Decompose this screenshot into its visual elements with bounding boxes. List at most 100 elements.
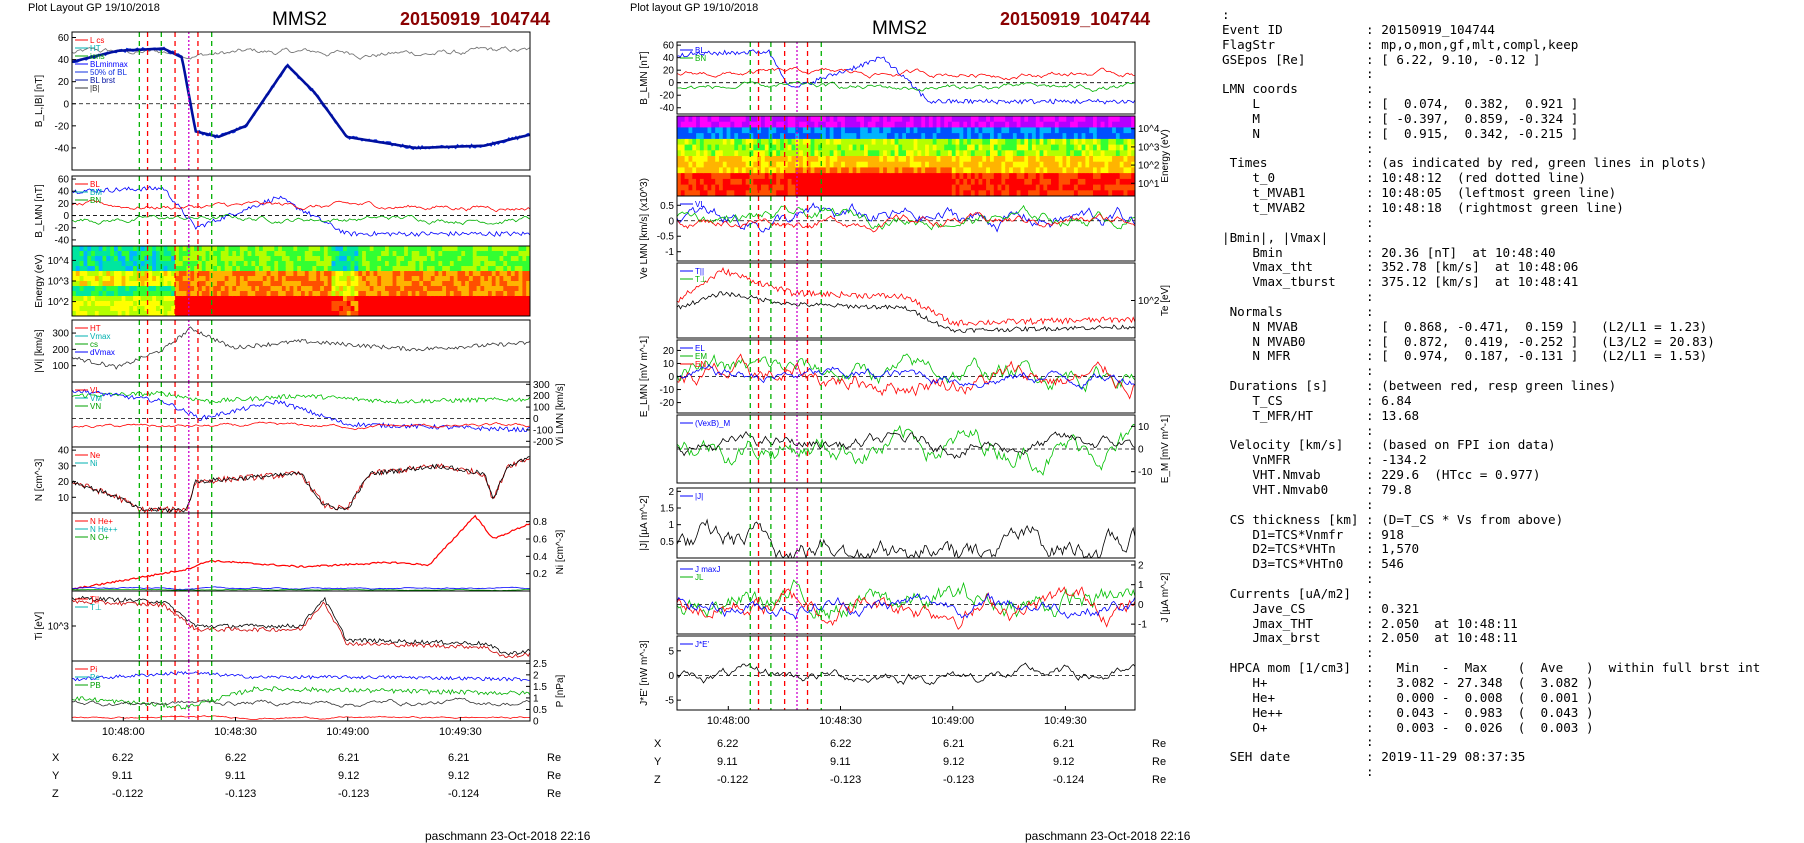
legend-entry: BLminmax	[90, 60, 128, 69]
panel-frame	[71, 319, 531, 383]
tick-label: 300	[52, 329, 69, 340]
panel-frame	[676, 560, 1136, 635]
panel-frame	[71, 512, 531, 592]
coord-label: Y	[654, 756, 662, 768]
info-line: :	[1222, 764, 1374, 780]
legend-entry: BN	[90, 196, 101, 205]
tick-label: 40	[58, 446, 70, 457]
legend-entry: J maxJ	[695, 565, 720, 574]
legend-entry: L cs	[90, 36, 104, 45]
y-axis-label: Ve LMN [km/s] (x10^3)	[639, 178, 650, 279]
tick-label: -20	[55, 121, 70, 132]
info-line: Bmin : 20.36 [nT] at 10:48:40	[1222, 244, 1556, 260]
tick-label: -10	[1138, 467, 1153, 478]
tick-label: 10^3	[48, 277, 70, 288]
series-line	[72, 457, 530, 513]
coord-label: X	[52, 752, 60, 764]
coord-value: -0.122	[717, 774, 749, 786]
info-line: :	[1222, 7, 1230, 22]
info-line: SEH date : 2019-11-29 08:37:35	[1222, 749, 1526, 765]
series-line	[72, 456, 530, 513]
series-line	[72, 390, 530, 405]
panel-frame	[71, 175, 531, 247]
series-line	[72, 671, 530, 682]
panel-Ni: 0.8 0.6 0.4 0.2 Ni [cm^-3] N He+N He++N O+	[71, 512, 566, 592]
panel-frame	[676, 487, 1136, 559]
info-line: GSEpos [Re] : [ 6.22, 9.10, -0.12 ]	[1222, 51, 1541, 67]
coord-label: X	[654, 738, 662, 750]
series-line	[677, 291, 1135, 334]
info-line: t_MVAB1 : 10:48:05 (leftmost green line)	[1222, 185, 1617, 201]
tick-label: 0	[1138, 445, 1144, 456]
info-line: t_MVAB2 : 10:48:18 (rightmost green line…	[1222, 199, 1624, 215]
panel-EM: 10 0 -10 E_M [mV m^-1] (VexB)_M	[676, 414, 1171, 484]
y-axis-label: J*E' [nW m^-3]	[639, 640, 650, 706]
coord-value: -0.122	[112, 788, 144, 800]
series-line	[677, 592, 1135, 621]
info-line: D2=TCS*VHTn : 1,570	[1222, 541, 1420, 557]
y-axis-label: |Vi| [km/s]	[34, 329, 45, 373]
panel-VeLMN: 0.5 0 -0.5 -1 Ve LMN [km/s] (x10^3) VL	[639, 178, 1136, 279]
legend-entry: N O+	[90, 533, 109, 542]
y-axis-label: J [µA m^-2]	[1160, 572, 1171, 622]
info-line: LMN coords :	[1222, 81, 1374, 97]
tick-label: 0	[1138, 600, 1144, 611]
legend-entry: BL brst	[90, 76, 116, 85]
info-line: Event ID : 20150919_104744	[1222, 21, 1495, 37]
info-line: T_MFR/HT : 13.68	[1222, 407, 1420, 423]
coord-value: -0.124	[1053, 774, 1085, 786]
tick-label: 2	[1138, 560, 1144, 571]
info-line: Jmax_THT : 2.050 at 10:48:11	[1222, 615, 1518, 631]
legend-entry: HT	[90, 44, 101, 53]
y-axis-label: B_LMN [nT]	[639, 51, 650, 105]
spacecraft-title-right: MMS2	[872, 18, 927, 39]
tick-label: -1	[665, 247, 674, 258]
legend-entry: BL	[90, 180, 100, 189]
coord-value: 9.12	[448, 770, 470, 782]
series-line	[677, 49, 1135, 105]
coord-row-x: X 6.22 6.22 6.21 6.21 Re	[0, 752, 600, 768]
tick-label: 2.5	[533, 659, 547, 670]
tick-label: 20	[58, 477, 70, 488]
legend-entry: 50% of BL	[90, 68, 127, 77]
tick-label: 0	[668, 372, 674, 383]
tick-label: 0	[533, 717, 539, 728]
coord-value: -0.123	[830, 774, 862, 786]
tick-label: 0	[668, 671, 674, 682]
y-axis-label: P [nPa]	[555, 674, 566, 707]
series-line	[72, 421, 530, 431]
tick-label: 10	[58, 493, 70, 504]
legend-entry: Pe	[90, 673, 100, 682]
tick-label: -1	[1138, 620, 1147, 631]
info-line: VnMFR : -134.2	[1222, 452, 1427, 468]
tick-label: 1	[533, 693, 539, 704]
time-tick-label: 10:48:30	[214, 726, 257, 738]
coord-value: 6.21	[943, 738, 965, 750]
tick-label: 30	[58, 461, 70, 472]
tick-label: 60	[58, 33, 70, 44]
panel-frame	[676, 635, 1136, 711]
info-line: Velocity [km/s] : (based on FPI ion data…	[1222, 437, 1556, 453]
y-axis-label: E_LMN [mV m^-1]	[639, 336, 650, 418]
coord-value: 9.11	[717, 756, 738, 768]
coord-value: 6.22	[717, 738, 739, 750]
y-axis-label: Vi LMN [km/s]	[555, 383, 566, 445]
info-line: N MVAB : [ 0.868, -0.471, 0.159 ] (L2/L1…	[1222, 318, 1708, 334]
info-line: D3=TCS*VHTn0 : 546	[1222, 556, 1404, 572]
orbit-coordinates-right: X 6.22 6.22 6.21 6.21 Re Y 9.11 9.11 9.12 9.12 Re Z -…	[600, 738, 1220, 788]
tick-label: 20	[663, 346, 675, 357]
series-line	[677, 66, 1135, 81]
panel-BL: 60 40 20 0 -20 -40 B_L,|B| [nT] L csHTionsBLmin…	[34, 31, 531, 171]
tick-label: 1.5	[533, 682, 547, 693]
legend-entry: dVmax	[90, 348, 115, 357]
series-line	[72, 185, 530, 237]
tick-label: 10	[663, 359, 675, 370]
coord-row-z: Z -0.122 -0.123 -0.123 -0.124 Re	[600, 774, 1220, 790]
coord-value: -0.123	[943, 774, 975, 786]
info-line: N : [ 0.915, 0.342, -0.215 ]	[1222, 125, 1579, 141]
info-line: :	[1222, 645, 1374, 661]
